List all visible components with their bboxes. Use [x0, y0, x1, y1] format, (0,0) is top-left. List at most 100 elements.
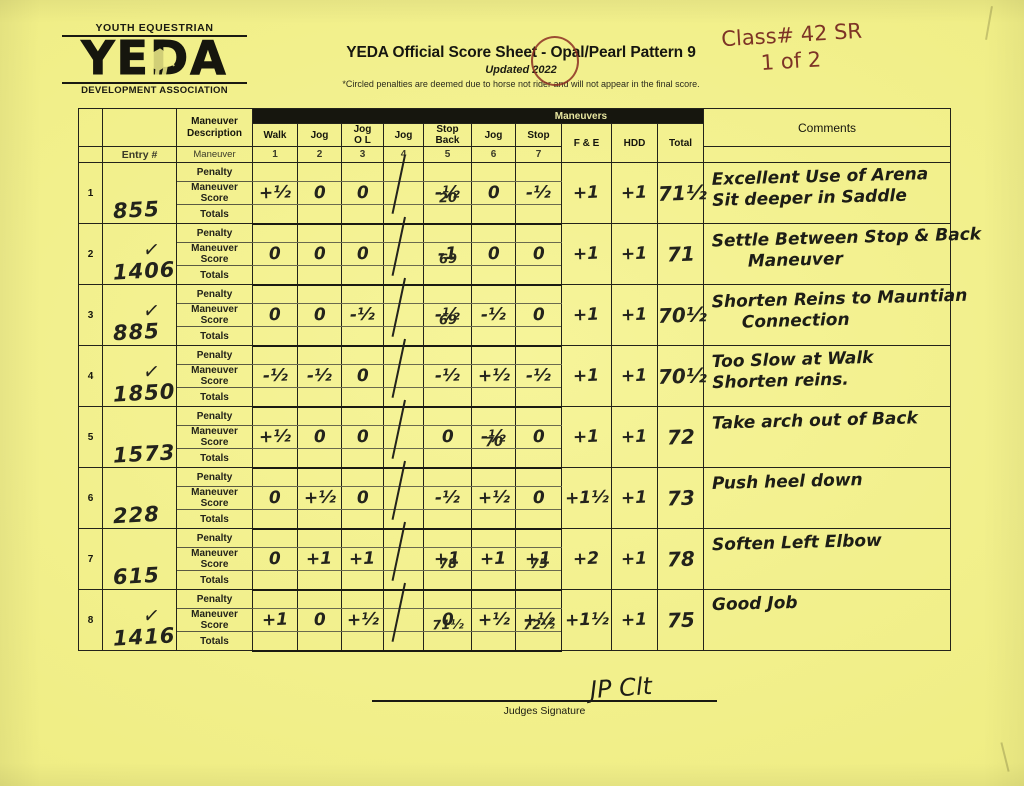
score-cell-e8-c3-penalty[interactable]: [341, 589, 384, 610]
score-cell-e6-c2-totals[interactable]: [297, 509, 342, 530]
score-cell-e5-c7-totals[interactable]: [515, 448, 562, 469]
score-cell-e4-c5-maneuver-score[interactable]: -½: [423, 364, 472, 389]
entry-number-cell-7[interactable]: 615: [102, 528, 177, 591]
comment-cell-e2[interactable]: Settle Between Stop & Back Maneuver: [703, 223, 981, 286]
score-cell-e2-c4-maneuver-score[interactable]: [383, 242, 424, 267]
score-cell-e3-c1-totals[interactable]: [252, 326, 298, 347]
hdd-cell-e3[interactable]: +1: [611, 284, 658, 347]
score-cell-e4-c6-maneuver-score[interactable]: +½: [471, 364, 516, 389]
f-and-e-cell-e4[interactable]: +1: [561, 345, 612, 408]
total-cell-e1[interactable]: 71½: [656, 162, 707, 225]
score-cell-e5-c5-maneuver-score[interactable]: 0: [423, 425, 472, 450]
score-cell-e8-c6-maneuver-score[interactable]: +½: [471, 608, 516, 633]
score-cell-e5-c1-penalty[interactable]: [252, 406, 298, 427]
hdd-cell-e6[interactable]: +1: [611, 467, 658, 530]
score-cell-e1-c1-penalty[interactable]: [252, 162, 298, 183]
score-cell-e7-c2-maneuver-score[interactable]: +1: [297, 547, 342, 572]
score-cell-e6-c6-penalty[interactable]: [471, 467, 516, 488]
score-cell-e3-c4-maneuver-score[interactable]: [383, 303, 424, 328]
score-cell-e1-c2-penalty[interactable]: [297, 162, 342, 183]
score-cell-e4-c2-penalty[interactable]: [297, 345, 342, 366]
score-cell-e6-c1-totals[interactable]: [252, 509, 298, 530]
f-and-e-cell-e1[interactable]: +1: [561, 162, 612, 225]
score-cell-e6-c3-penalty[interactable]: [341, 467, 384, 488]
score-cell-e8-c7-maneuver-score[interactable]: +½ 72½: [515, 608, 562, 634]
score-cell-e3-c6-penalty[interactable]: [471, 284, 516, 305]
comment-cell-e4[interactable]: Too Slow at Walk Shorten reins.: [703, 345, 952, 408]
total-cell-e2[interactable]: 71: [656, 223, 705, 286]
score-cell-e3-c1-maneuver-score[interactable]: 0: [252, 303, 298, 328]
score-cell-e6-c1-maneuver-score[interactable]: 0: [252, 486, 298, 511]
score-cell-e8-c2-penalty[interactable]: [297, 589, 342, 610]
comment-cell-e3[interactable]: Shorten Reins to Mauntian Connection: [703, 284, 968, 347]
score-cell-e7-c7-penalty[interactable]: [515, 528, 562, 549]
score-cell-e2-c1-penalty[interactable]: [252, 223, 298, 244]
score-cell-e1-c7-penalty[interactable]: [515, 162, 562, 183]
total-cell-e7[interactable]: 78: [656, 528, 705, 591]
score-cell-e3-c3-maneuver-score[interactable]: -½: [341, 303, 384, 328]
score-cell-e8-c7-totals[interactable]: [515, 631, 562, 652]
score-cell-e5-c2-penalty[interactable]: [297, 406, 342, 427]
score-cell-e8-c5-maneuver-score[interactable]: 0 71½: [423, 608, 472, 634]
score-cell-e2-c6-maneuver-score[interactable]: 0: [471, 242, 516, 267]
entry-number-cell-4[interactable]: 1850 ✓: [102, 345, 177, 408]
score-cell-e5-c5-totals[interactable]: [423, 448, 472, 469]
score-cell-e4-c3-maneuver-score[interactable]: 0: [341, 364, 384, 389]
score-cell-e3-c6-totals[interactable]: [471, 326, 516, 347]
score-cell-e5-c4-maneuver-score[interactable]: [383, 425, 424, 450]
score-cell-e6-c2-maneuver-score[interactable]: +½: [297, 486, 342, 511]
comment-cell-e6[interactable]: Push heel down: [703, 467, 952, 530]
score-cell-e7-c6-penalty[interactable]: [471, 528, 516, 549]
score-cell-e8-c7-penalty[interactable]: [515, 589, 562, 610]
score-cell-e2-c6-penalty[interactable]: [471, 223, 516, 244]
score-cell-e8-c2-totals[interactable]: [297, 631, 342, 652]
hdd-cell-e7[interactable]: +1: [611, 528, 658, 591]
score-cell-e6-c6-maneuver-score[interactable]: +½: [471, 486, 516, 511]
score-cell-e3-c6-maneuver-score[interactable]: -½: [471, 303, 516, 328]
score-cell-e7-c1-maneuver-score[interactable]: 0: [252, 547, 298, 572]
score-cell-e2-c7-maneuver-score[interactable]: 0: [515, 242, 562, 267]
score-cell-e2-c3-totals[interactable]: [341, 265, 384, 286]
score-cell-e7-c7-totals[interactable]: [515, 570, 562, 591]
score-cell-e1-c5-penalty[interactable]: [423, 162, 472, 183]
score-cell-e7-c3-maneuver-score[interactable]: +1: [341, 547, 384, 572]
score-cell-e8-c6-penalty[interactable]: [471, 589, 516, 610]
score-cell-e8-c4-penalty[interactable]: [383, 582, 424, 642]
score-cell-e3-c5-maneuver-score[interactable]: -½ 69: [423, 303, 472, 329]
score-cell-e2-c2-penalty[interactable]: [297, 223, 342, 244]
score-cell-e5-c2-totals[interactable]: [297, 448, 342, 469]
score-cell-e5-c3-penalty[interactable]: [341, 406, 384, 427]
score-cell-e2-c7-totals[interactable]: [515, 265, 562, 286]
score-cell-e3-c7-maneuver-score[interactable]: 0: [515, 303, 562, 328]
score-cell-e6-c6-totals[interactable]: [471, 509, 516, 530]
total-cell-e8[interactable]: 75: [656, 589, 705, 652]
score-cell-e3-c3-totals[interactable]: [341, 326, 384, 347]
score-cell-e6-c4-maneuver-score[interactable]: [383, 486, 424, 511]
score-cell-e7-c3-totals[interactable]: [341, 570, 384, 591]
score-cell-e4-c4-maneuver-score[interactable]: [383, 364, 424, 389]
hdd-cell-e1[interactable]: +1: [611, 162, 658, 225]
score-cell-e8-c2-maneuver-score[interactable]: 0: [297, 608, 342, 633]
score-cell-e8-c3-maneuver-score[interactable]: +½: [341, 608, 384, 633]
score-cell-e1-c5-totals[interactable]: [423, 204, 472, 225]
score-cell-e4-c5-totals[interactable]: [423, 387, 472, 408]
score-cell-e8-c5-penalty[interactable]: [423, 589, 472, 610]
score-cell-e1-c3-totals[interactable]: [341, 204, 384, 225]
score-cell-e5-c1-maneuver-score[interactable]: +½: [252, 425, 298, 450]
score-cell-e4-c7-maneuver-score[interactable]: -½: [515, 364, 562, 389]
total-cell-e5[interactable]: 72: [656, 406, 705, 469]
score-cell-e1-c4-maneuver-score[interactable]: [383, 181, 424, 206]
score-cell-e2-c4-penalty[interactable]: [383, 216, 424, 276]
score-cell-e4-c1-penalty[interactable]: [252, 345, 298, 366]
hdd-cell-e8[interactable]: +1: [611, 589, 658, 652]
f-and-e-cell-e3[interactable]: +1: [561, 284, 612, 347]
score-cell-e4-c1-maneuver-score[interactable]: -½: [252, 364, 298, 389]
entry-number-cell-8[interactable]: 1416 ✓: [102, 589, 177, 652]
score-cell-e2-c3-maneuver-score[interactable]: 0: [341, 242, 384, 267]
score-cell-e3-c2-totals[interactable]: [297, 326, 342, 347]
score-cell-e5-c7-maneuver-score[interactable]: 0: [515, 425, 562, 450]
entry-number-cell-5[interactable]: 1573: [102, 406, 177, 469]
score-cell-e4-c5-penalty[interactable]: [423, 345, 472, 366]
score-cell-e7-c4-penalty[interactable]: [383, 521, 424, 581]
score-cell-e7-c6-maneuver-score[interactable]: +1: [471, 547, 516, 572]
